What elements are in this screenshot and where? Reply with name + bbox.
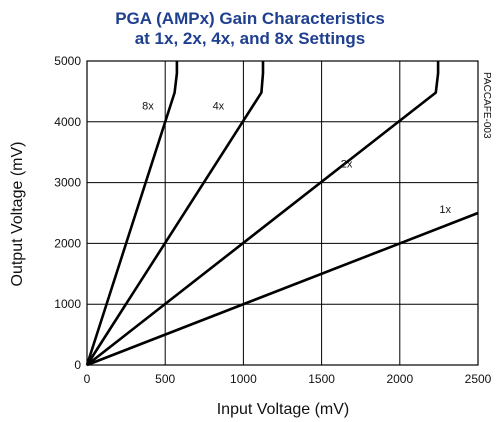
series-label-2x: 2x bbox=[341, 158, 353, 170]
y-tick-label-3000: 3000 bbox=[54, 176, 81, 190]
series-line-1x bbox=[86, 211, 479, 367]
series-layer: 8x 4x 2x 1x bbox=[85, 61, 479, 367]
x-tick-label-500: 500 bbox=[155, 372, 175, 386]
y-tick-label-4000: 4000 bbox=[54, 115, 81, 129]
series-label-1x: 1x bbox=[439, 204, 451, 216]
figure-code-label: PACCAFE-003 bbox=[481, 72, 492, 139]
y-tick-label-1000: 1000 bbox=[54, 297, 81, 311]
x-tick-label-1000: 1000 bbox=[230, 372, 257, 386]
series-line-4x bbox=[85, 61, 265, 366]
series-label-8x: 8x bbox=[142, 101, 154, 113]
x-tick-label-2500: 2500 bbox=[465, 372, 492, 386]
chart-title-line-1: PGA (AMPx) Gain Characteristics bbox=[115, 9, 385, 28]
x-tick-label-2000: 2000 bbox=[386, 372, 413, 386]
x-axis-label: Input Voltage (mV) bbox=[217, 401, 350, 418]
series-label-4x: 4x bbox=[213, 101, 225, 113]
x-tick-label-0: 0 bbox=[84, 372, 91, 386]
tick-labels: 0 500 1000 1500 2000 2500 0 1000 2000 3000 4000 500… bbox=[54, 54, 491, 386]
y-axis-label: Output Voltage (mV) bbox=[9, 142, 26, 287]
series-line-8x bbox=[85, 61, 179, 366]
y-tick-label-2000: 2000 bbox=[54, 236, 81, 250]
series-line-2x bbox=[86, 61, 440, 367]
y-tick-label-0: 0 bbox=[74, 358, 81, 372]
x-tick-label-1500: 1500 bbox=[308, 372, 335, 386]
y-tick-label-5000: 5000 bbox=[54, 54, 81, 68]
chart-title-line-2: at 1x, 2x, 4x, and 8x Settings bbox=[135, 29, 366, 48]
